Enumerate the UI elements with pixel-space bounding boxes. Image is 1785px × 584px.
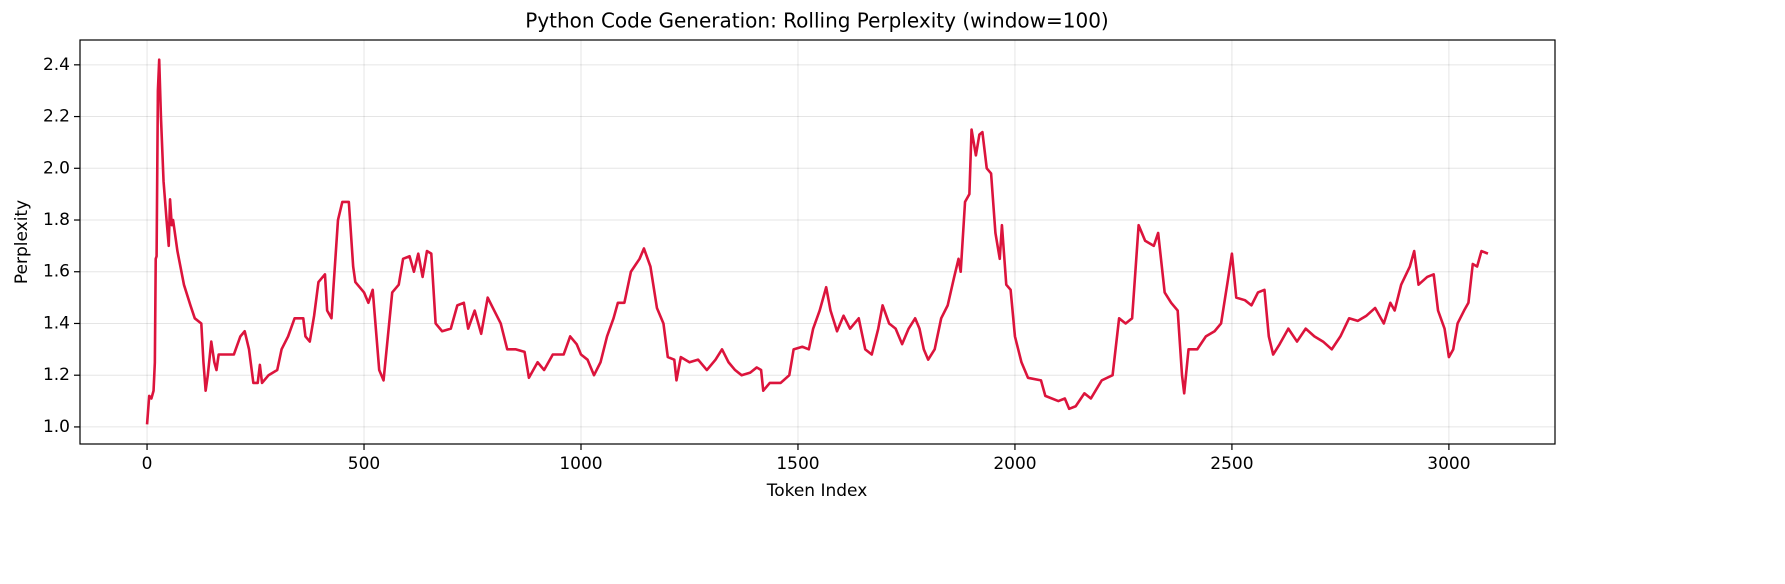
y-tick-label: 1.2: [43, 365, 70, 385]
x-tick-label: 3000: [1427, 454, 1470, 474]
y-tick-label: 1.0: [43, 417, 70, 437]
y-tick-label: 2.2: [43, 107, 70, 127]
y-tick-label: 1.4: [43, 313, 70, 333]
y-tick-label: 1.8: [43, 210, 70, 230]
x-tick-label: 1500: [776, 454, 819, 474]
y-tick-label: 2.4: [43, 55, 70, 75]
y-tick-label: 2.0: [43, 158, 70, 178]
x-tick-label: 1000: [559, 454, 602, 474]
chart-title: Python Code Generation: Rolling Perplexi…: [525, 9, 1108, 33]
plot-frame: [79, 39, 1556, 445]
x-tick-label: 2500: [1210, 454, 1253, 474]
y-tick-label: 1.6: [43, 262, 70, 282]
x-tick-label: 0: [142, 454, 153, 474]
x-tick-label: 2000: [993, 454, 1036, 474]
x-axis-label: Token Index: [766, 481, 868, 501]
y-axis-label: Perplexity: [12, 200, 32, 284]
x-tick-label: 500: [348, 454, 380, 474]
data-line: [145, 58, 1489, 425]
